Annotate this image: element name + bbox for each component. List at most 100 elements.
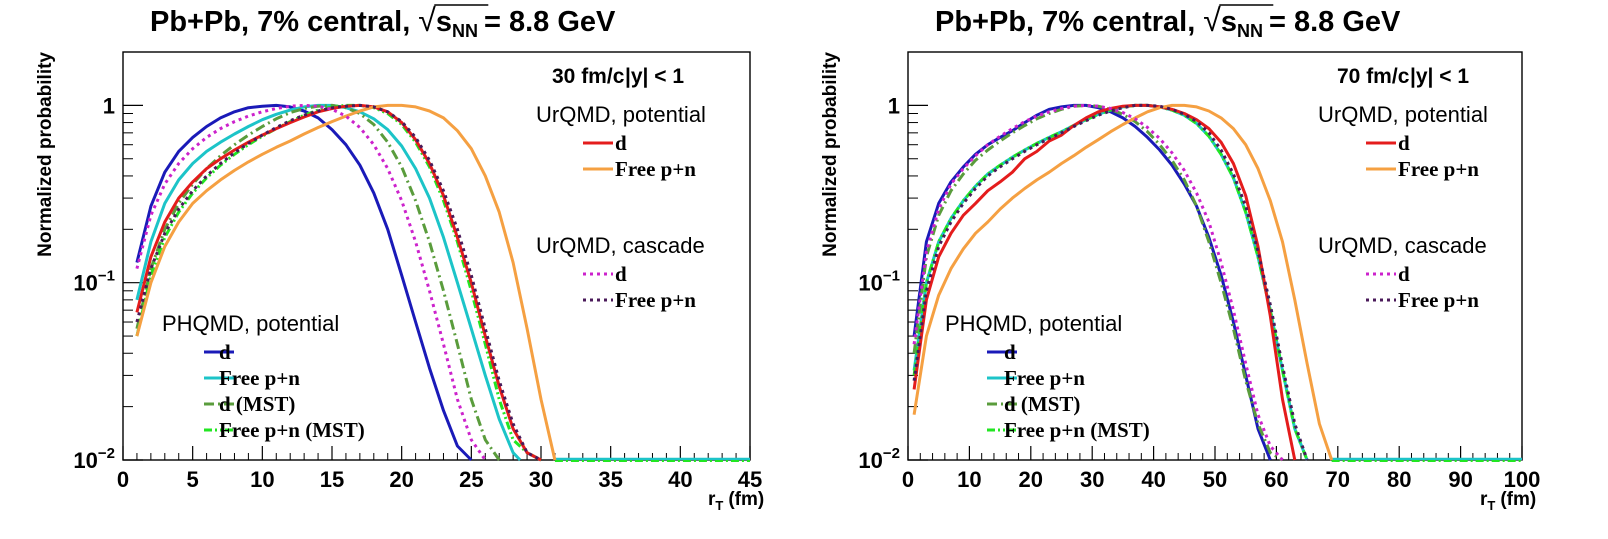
x-label-unit: (fm) [728, 489, 764, 510]
x-tick-label: 45 [738, 467, 762, 492]
energy-subscript: NN [452, 21, 478, 41]
title-energy: = 8.8 GeV [484, 6, 616, 38]
legend-label: Free p+n [219, 366, 300, 390]
x-tick-label: 25 [459, 467, 483, 492]
chart-title: Pb+Pb, 7% central, √sNN = 8.8 GeV [150, 2, 616, 41]
x-tick-label: 15 [320, 467, 344, 492]
y-tick-label: 1 [888, 93, 900, 118]
y-axis-label: Normalized probability [35, 52, 56, 257]
series-line-phqmd-free-mst [912, 103, 1309, 461]
series-line-urqmd-cas-free [135, 103, 542, 462]
legend-label: d [1004, 340, 1016, 364]
y-tick-exponent: −1 [98, 268, 115, 285]
x-tick-label: 20 [1019, 467, 1043, 492]
rapidity-annotation: |y| < 1 [625, 65, 684, 88]
series-line-phqmd-free [135, 103, 522, 462]
x-label-sub: T [1487, 498, 1495, 513]
y-tick-base: 1 [103, 93, 115, 118]
legend-label: Free p+n (MST) [219, 418, 365, 442]
x-label-sub: T [715, 498, 723, 513]
y-tick-base: 10 [858, 271, 882, 296]
series-line-urqmd-pot-free [912, 103, 1334, 461]
x-tick-label: 30 [529, 467, 553, 492]
y-tick-base: 10 [858, 448, 882, 473]
series-line-phqmd-d-mst [912, 103, 1284, 462]
series-group [912, 103, 1334, 462]
x-tick-label: 100 [1504, 467, 1541, 492]
y-tick-label: 10−1 [858, 268, 900, 296]
x-tick-label: 60 [1264, 467, 1288, 492]
x-label-var: r [1480, 489, 1488, 510]
x-tick-label: 40 [668, 467, 692, 492]
title-energy: = 8.8 GeV [1269, 6, 1401, 38]
chart-panel-1: Pb+Pb, 7% central, √sNN = 8.8 GeV 0 5 10 15 20 2… [35, 2, 764, 513]
legend-label: Free p+n [615, 157, 696, 181]
x-tick-label: 50 [1203, 467, 1227, 492]
legend-label: Free p+n [1398, 157, 1479, 181]
series-line-phqmd-d [135, 103, 473, 462]
x-tick-label: 0 [117, 467, 129, 492]
x-tick-label: 5 [187, 467, 199, 492]
y-axis-label: Normalized probability [820, 52, 841, 257]
legend-label: d [615, 131, 627, 155]
x-tick-label: 40 [1141, 467, 1165, 492]
y-tick-exponent: −2 [98, 445, 115, 462]
x-axis-label: rT (fm) [708, 489, 764, 513]
y-tick-base: 10 [73, 271, 97, 296]
legend-label: d [615, 262, 627, 286]
x-axis-label: rT (fm) [1480, 489, 1536, 513]
legend-header: UrQMD, potential [1318, 102, 1488, 127]
legend-label: d [1398, 131, 1410, 155]
x-tick-label: 70 [1326, 467, 1350, 492]
y-tick-label: 10−2 [858, 445, 900, 473]
series-line-urqmd-pot-d [912, 103, 1297, 461]
y-tick-exponent: −2 [883, 445, 900, 462]
series-line-urqmd-pot-free [135, 103, 557, 461]
energy-subscript: NN [1237, 21, 1263, 41]
sqrt-symbol: √ [1203, 2, 1221, 38]
series-line-urqmd-cas-d [135, 103, 487, 461]
x-tick-label: 80 [1387, 467, 1411, 492]
legend-label: Free p+n (MST) [1004, 418, 1150, 442]
title-text: Pb+Pb, 7% central, [935, 6, 1195, 38]
sqrt-symbol: √ [418, 2, 436, 38]
time-annotation: 70 fm/c [1337, 65, 1410, 88]
x-axis: 0 10 20 30 40 50 60 70 80 90 100 rT (fm) [902, 446, 1540, 513]
x-label-var: r [708, 489, 716, 510]
legend-header: UrQMD, cascade [1318, 233, 1487, 258]
x-tick-label: 90 [1448, 467, 1472, 492]
x-axis: 0 5 10 15 20 25 30 35 40 45 rT (fm) [117, 446, 764, 513]
x-tick-label: 30 [1080, 467, 1104, 492]
y-tick-exponent: −1 [883, 268, 900, 285]
legend-header: UrQMD, potential [536, 102, 706, 127]
y-tick-label: 1 [103, 93, 115, 118]
y-tick-base: 10 [73, 448, 97, 473]
title-text: Pb+Pb, 7% central, [150, 6, 410, 38]
chart-title: Pb+Pb, 7% central, √sNN = 8.8 GeV [935, 2, 1401, 41]
y-tick-base: 1 [888, 93, 900, 118]
legend-header: UrQMD, cascade [536, 233, 705, 258]
energy-variable: s [436, 6, 452, 38]
series-line-phqmd-d [912, 103, 1272, 461]
x-tick-label: 10 [250, 467, 274, 492]
series-group [135, 103, 557, 462]
legend-label: Free p+n [1398, 288, 1479, 312]
legend-label: d [219, 340, 231, 364]
legend-label: d [1398, 262, 1410, 286]
energy-variable: s [1221, 6, 1237, 38]
x-tick-label: 35 [598, 467, 622, 492]
rapidity-annotation: |y| < 1 [1410, 65, 1469, 88]
series-line-phqmd-d-mst [135, 103, 501, 461]
series-line-phqmd-free-mst [135, 103, 542, 462]
time-annotation: 30 fm/c [552, 65, 625, 88]
legend-header: PHQMD, potential [162, 311, 339, 336]
y-tick-label: 10−2 [73, 445, 115, 473]
legend-label: Free p+n [1004, 366, 1085, 390]
x-tick-label: 20 [389, 467, 413, 492]
legend-label: d (MST) [1004, 392, 1080, 416]
